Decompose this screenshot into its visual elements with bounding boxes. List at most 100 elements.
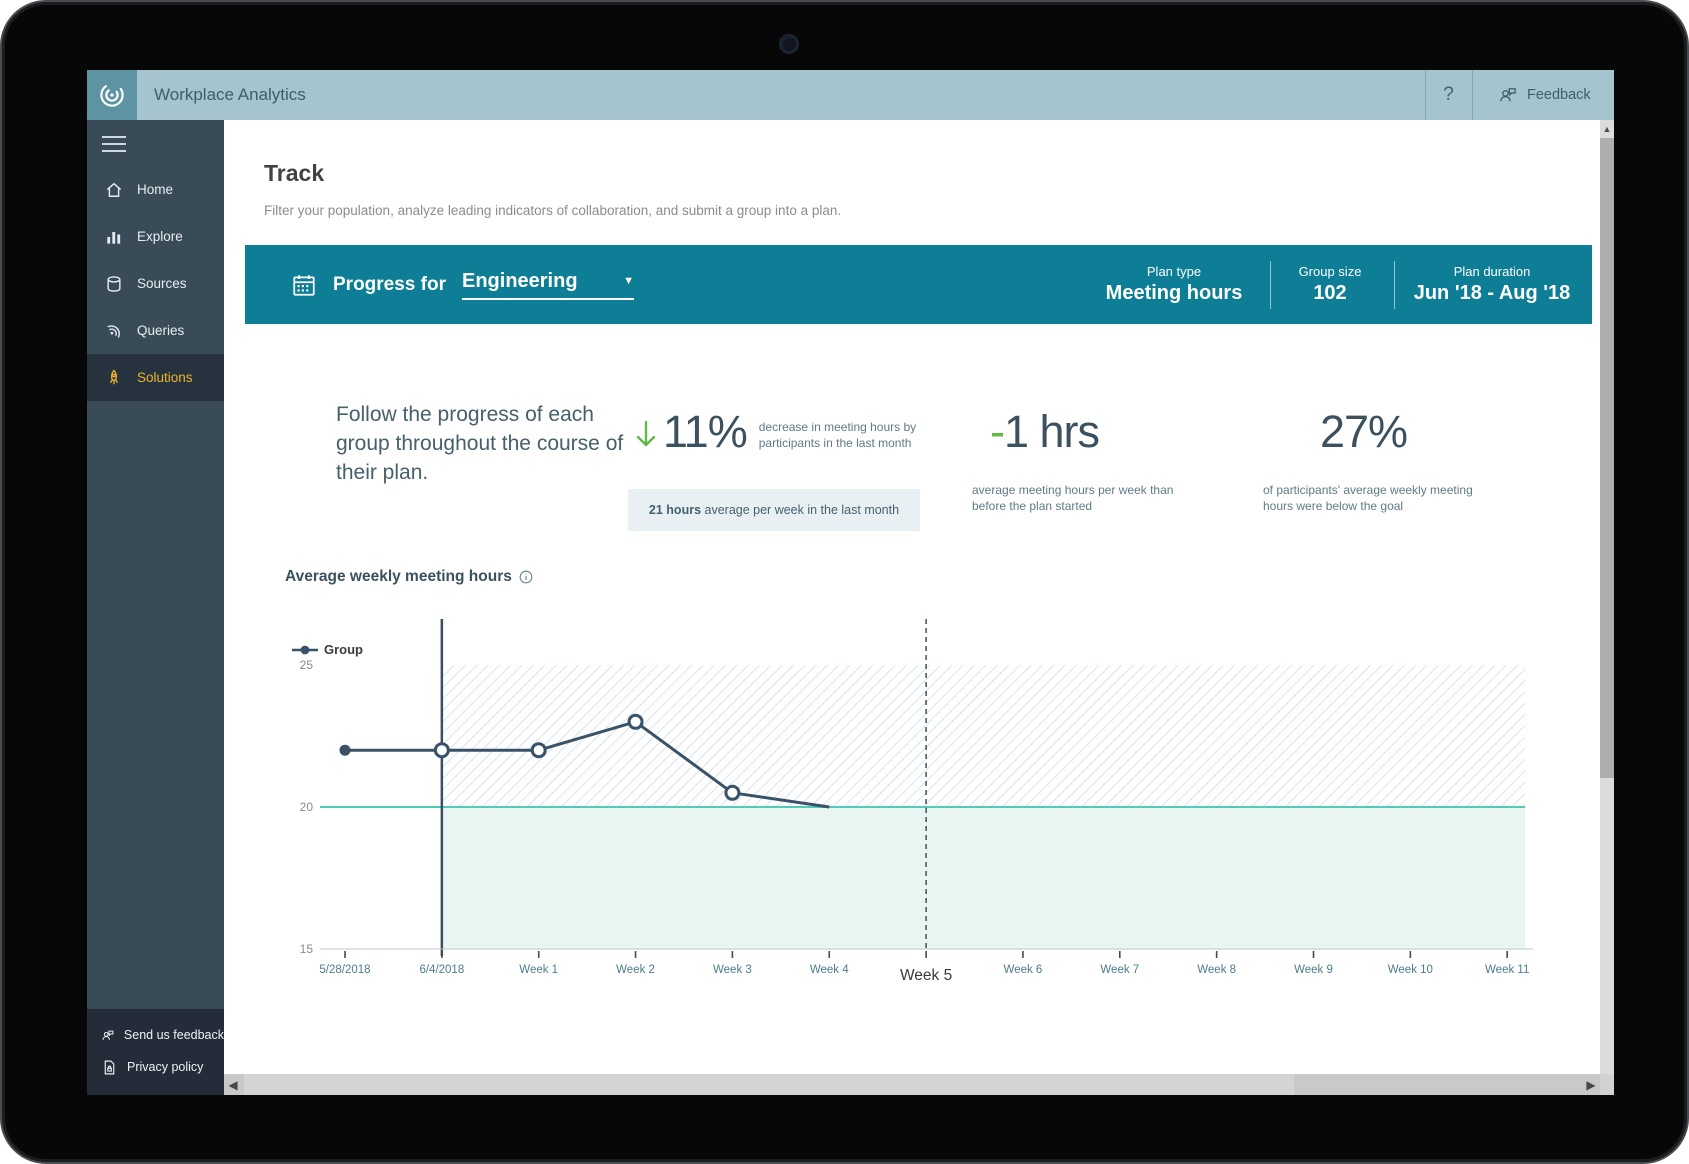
- group-size-value: 102: [1313, 282, 1347, 304]
- banner-divider: [1270, 261, 1271, 309]
- feedback-label: Feedback: [1527, 87, 1591, 103]
- svg-text:Week 6: Week 6: [1004, 964, 1043, 976]
- privacy-policy-link[interactable]: Privacy policy: [87, 1051, 224, 1083]
- scrollbar-corner: [1600, 1074, 1614, 1095]
- page-subtitle: Filter your population, analyze leading …: [264, 203, 842, 218]
- stat-caption: average meeting hours per week than befo…: [972, 483, 1174, 513]
- progress-for-label: Progress for: [333, 273, 446, 295]
- topbar-divider: [1472, 70, 1473, 120]
- queries-signal-icon: [107, 324, 120, 338]
- group-size-label: Group size: [1298, 264, 1362, 279]
- svg-text:Week 7: Week 7: [1100, 964, 1139, 976]
- privacy-document-icon: [104, 1060, 115, 1074]
- sidebar-item-home[interactable]: Home: [87, 166, 224, 213]
- minus-sign: -: [990, 406, 1005, 457]
- sidebar-item-label: Home: [137, 182, 174, 197]
- app-title: Workplace Analytics: [154, 85, 306, 104]
- stat-value: 27%: [1320, 406, 1408, 457]
- stat-caption: decrease in meeting hours by participant…: [758, 420, 917, 450]
- app-window: Workplace Analytics ? Feedback: [87, 70, 1614, 1095]
- progress-banner: Progress for Engineering ▼ Plan type Mee…: [245, 245, 1592, 324]
- page-title: Track: [264, 160, 325, 186]
- calendar-icon: [293, 274, 315, 296]
- sidebar: Home Explore Sources Q: [87, 120, 224, 1095]
- svg-text:Week 4: Week 4: [810, 964, 849, 976]
- chart-legend: Group: [292, 642, 363, 657]
- hamburger-menu-button[interactable]: [102, 136, 126, 154]
- send-feedback-link[interactable]: Send us feedback: [87, 1019, 224, 1051]
- horizontal-scrollbar-thumb[interactable]: [244, 1074, 1294, 1095]
- chart-title-text: Average weekly meeting hours: [285, 568, 512, 585]
- privacy-policy-label: Privacy policy: [127, 1060, 204, 1074]
- svg-text:25: 25: [300, 658, 314, 672]
- stat-value: 11%: [663, 406, 748, 457]
- plan-type-label: Plan type: [1146, 264, 1202, 279]
- sidebar-item-queries[interactable]: Queries: [87, 307, 224, 354]
- sidebar-item-label: Sources: [137, 276, 187, 291]
- plan-duration-label: Plan duration: [1453, 264, 1531, 279]
- sidebar-item-label: Queries: [137, 323, 185, 338]
- app-logo[interactable]: [87, 70, 137, 120]
- stat-meeting-hours-decrease: 11% decrease in meeting hours by partici…: [633, 406, 931, 458]
- group-size-metric: Group size 102: [1270, 245, 1390, 324]
- svg-text:Week 10: Week 10: [1388, 964, 1433, 976]
- stat-note-rest: average per week in the last month: [701, 503, 900, 517]
- stat-caption: of participants' average weekly meeting …: [1263, 483, 1473, 513]
- overview-description: Follow the progress of each group throug…: [336, 403, 624, 484]
- camera-dot: [779, 34, 799, 54]
- plan-type-value: Meeting hours: [1105, 282, 1243, 304]
- svg-text:6/4/2018: 6/4/2018: [419, 964, 464, 976]
- send-feedback-label: Send us feedback: [123, 1028, 224, 1042]
- scroll-up-icon[interactable]: ▲: [1602, 123, 1612, 134]
- vertical-scrollbar[interactable]: ▲: [1600, 120, 1614, 1074]
- home-icon: [106, 182, 122, 197]
- info-icon[interactable]: [519, 570, 533, 584]
- chevron-down-icon: ▼: [623, 275, 634, 287]
- sidebar-item-explore[interactable]: Explore: [87, 213, 224, 260]
- plan-type-metric: Plan type Meeting hours: [1054, 245, 1294, 324]
- feedback-button[interactable]: Feedback: [1472, 70, 1614, 120]
- banner-divider: [1394, 261, 1395, 309]
- scroll-right-icon[interactable]: ▶: [1586, 1077, 1596, 1092]
- svg-text:Week 8: Week 8: [1197, 964, 1236, 976]
- svg-text:5/28/2018: 5/28/2018: [319, 964, 370, 976]
- stat-value: 1 hrs: [1004, 406, 1100, 457]
- horizontal-scrollbar[interactable]: ◀ ▶: [224, 1074, 1600, 1095]
- group-dropdown-value: Engineering: [461, 269, 578, 292]
- legend-marker-icon: [292, 645, 318, 654]
- svg-text:Week 3: Week 3: [713, 964, 752, 976]
- explore-bar-chart-icon: [107, 231, 121, 244]
- stat-note: 21 hours average per week in the last mo…: [628, 489, 920, 531]
- feedback-person-icon: [102, 1030, 114, 1040]
- stat-below-goal-percent: 27% of participants' average weekly meet…: [1263, 406, 1473, 513]
- svg-text:Week 5: Week 5: [900, 967, 952, 984]
- plan-duration-value: Jun '18 - Aug '18: [1413, 282, 1571, 304]
- sidebar-item-label: Explore: [137, 229, 183, 244]
- topbar-divider: [1425, 70, 1426, 120]
- plan-duration-metric: Plan duration Jun '18 - Aug '18: [1394, 245, 1590, 324]
- svg-text:20: 20: [300, 800, 314, 814]
- top-bar: Workplace Analytics ? Feedback: [87, 70, 1614, 120]
- svg-text:Week 11: Week 11: [1485, 964, 1529, 976]
- sidebar-item-solutions[interactable]: Solutions: [87, 354, 224, 401]
- vertical-scrollbar-thumb[interactable]: [1600, 138, 1614, 778]
- banner-left: Progress for Engineering ▼: [291, 245, 634, 324]
- help-button[interactable]: ?: [1425, 70, 1472, 120]
- sidebar-item-sources[interactable]: Sources: [87, 260, 224, 307]
- stat-note-strong: 21 hours: [648, 503, 702, 517]
- sidebar-footer: Send us feedback Privacy policy: [87, 1009, 224, 1095]
- feedback-person-icon: [1500, 88, 1516, 102]
- arrow-down-icon: [636, 420, 656, 447]
- svg-text:Week 9: Week 9: [1294, 964, 1333, 976]
- svg-text:15: 15: [300, 942, 314, 956]
- workplace-analytics-logo-icon: [100, 85, 124, 107]
- svg-text:Week 2: Week 2: [616, 964, 655, 976]
- sources-database-icon: [107, 275, 121, 292]
- group-dropdown[interactable]: Engineering ▼: [461, 269, 634, 300]
- chart-title: Average weekly meeting hours: [285, 568, 533, 586]
- svg-text:Week 1: Week 1: [519, 964, 558, 976]
- solutions-rocket-icon: [109, 369, 119, 384]
- stat-hours-vs-before: -1 hrs average meeting hours per week th…: [972, 406, 1173, 513]
- scroll-left-icon[interactable]: ◀: [228, 1077, 238, 1092]
